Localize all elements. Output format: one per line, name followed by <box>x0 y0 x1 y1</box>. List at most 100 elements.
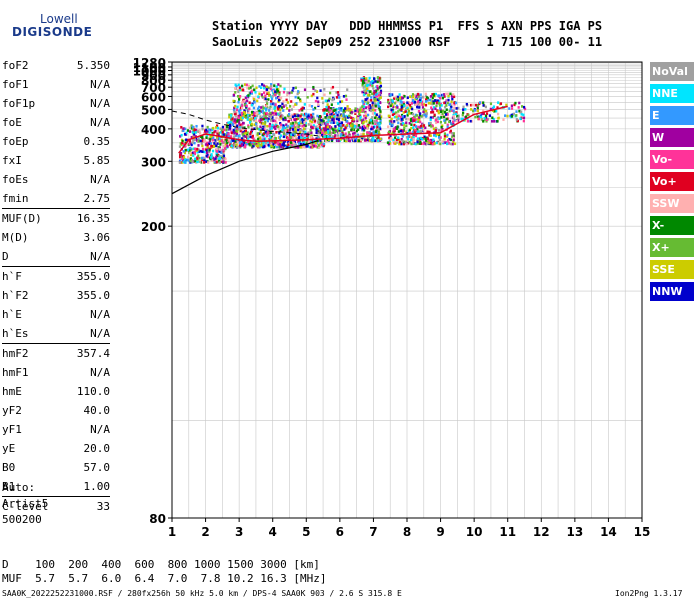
echo-dot <box>462 111 465 115</box>
echo-dot <box>181 139 184 143</box>
echo-dot <box>358 108 361 112</box>
echo-dot <box>452 115 455 118</box>
echo-dot <box>241 88 245 92</box>
echo-dot <box>248 101 251 105</box>
echo-dot <box>512 112 515 116</box>
echo-dot <box>375 113 378 117</box>
param-value: 40.0 <box>83 404 111 417</box>
legend-item: SSE <box>650 260 694 279</box>
echo-dot <box>392 127 395 131</box>
echo-dot <box>257 137 260 141</box>
echo-dot <box>341 130 344 133</box>
echo-dot <box>328 115 331 119</box>
echo-dot <box>262 142 265 146</box>
echo-dot <box>392 121 395 125</box>
echo-dot <box>460 117 463 121</box>
echo-dot <box>250 117 253 121</box>
echo-dot <box>222 152 225 156</box>
echo-dot <box>248 114 251 117</box>
echo-dot <box>323 133 326 137</box>
echo-dot <box>412 95 415 99</box>
echo-dot <box>246 94 249 98</box>
echo-dot <box>243 140 246 144</box>
echo-dot <box>265 104 268 108</box>
echo-dot <box>241 106 244 110</box>
echo-dot <box>268 134 271 137</box>
echo-dot <box>239 95 242 98</box>
y-tick-label: 900 <box>141 69 166 83</box>
echo-dot <box>376 126 379 129</box>
echo-dot <box>337 93 340 97</box>
echo-dot <box>428 141 431 145</box>
echo-dot <box>400 137 403 141</box>
echo-dot <box>373 101 376 105</box>
echo-dot <box>206 145 209 149</box>
echo-dot <box>395 115 398 119</box>
echo-dot <box>265 85 268 89</box>
echo-dot <box>197 139 200 143</box>
echo-dot <box>302 127 306 131</box>
echo-dot <box>302 113 305 117</box>
echo-dot <box>312 108 315 111</box>
echo-dot <box>366 88 369 92</box>
echo-dot <box>247 111 250 114</box>
echo-dot <box>191 158 194 162</box>
param-name: h`E <box>2 308 22 321</box>
echo-dot <box>393 136 397 140</box>
echo-dot <box>422 142 425 146</box>
echo-dot <box>206 130 209 133</box>
echo-dot <box>260 144 263 147</box>
echo-dot <box>370 96 373 99</box>
echo-dot <box>379 113 382 117</box>
echo-dot <box>357 139 361 143</box>
echo-dot <box>480 115 483 119</box>
echo-dot <box>379 89 383 93</box>
echo-dot <box>241 104 244 107</box>
echo-dot <box>373 139 377 143</box>
echo-dot <box>273 125 276 128</box>
echo-dot <box>365 84 369 87</box>
echo-dot <box>239 115 242 119</box>
echo-dot <box>379 117 382 120</box>
echo-dot <box>263 86 266 90</box>
echo-dot <box>441 140 444 143</box>
echo-dot <box>244 135 247 138</box>
echo-dot <box>362 128 366 132</box>
echo-dot <box>242 143 246 147</box>
echo-dot <box>279 125 282 129</box>
echo-dot <box>293 130 296 134</box>
y-tick-label: 600 <box>141 90 166 104</box>
echo-dot <box>235 127 238 131</box>
echo-dot <box>373 120 376 123</box>
echo-dot <box>510 107 514 110</box>
echo-dot <box>350 137 353 140</box>
echo-dot <box>329 109 332 112</box>
echo-dot <box>407 109 411 113</box>
echo-dot <box>379 84 383 88</box>
echo-dot <box>286 145 289 149</box>
echo-dot <box>518 101 521 105</box>
echo-dot <box>367 135 370 139</box>
echo-dot <box>390 137 393 140</box>
echo-dot <box>179 153 182 157</box>
echo-dot <box>297 133 300 136</box>
echo-dot <box>304 124 307 128</box>
echo-dot <box>244 114 247 117</box>
echo-dot <box>359 118 362 122</box>
echo-dot <box>324 125 327 128</box>
echo-dot <box>367 123 370 127</box>
echo-dot <box>391 123 394 127</box>
echo-dot <box>364 106 368 109</box>
echo-dot <box>296 92 299 96</box>
echo-dot <box>279 121 282 125</box>
echo-dot <box>258 92 261 96</box>
echo-dot <box>218 140 221 143</box>
echo-dot <box>413 100 417 104</box>
echo-dot <box>326 121 329 125</box>
echo-dot <box>414 128 417 132</box>
echo-dot <box>264 118 267 121</box>
echo-dot <box>274 109 277 113</box>
echo-dot <box>282 130 285 134</box>
echo-dot <box>193 133 196 136</box>
echo-dot <box>257 105 261 109</box>
